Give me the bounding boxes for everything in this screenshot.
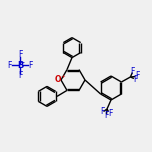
Text: F: F <box>18 50 22 59</box>
Text: B: B <box>17 60 23 69</box>
Text: F: F <box>108 109 112 117</box>
Text: F: F <box>18 71 22 80</box>
Text: F: F <box>135 71 140 81</box>
Text: F: F <box>7 60 12 69</box>
Text: −: − <box>20 59 25 64</box>
Text: F: F <box>100 107 104 116</box>
Text: O: O <box>55 76 61 85</box>
Text: F: F <box>133 76 138 85</box>
Text: +: + <box>60 74 65 79</box>
Text: F: F <box>130 67 135 76</box>
Text: F: F <box>104 112 108 121</box>
Text: F: F <box>28 60 33 69</box>
